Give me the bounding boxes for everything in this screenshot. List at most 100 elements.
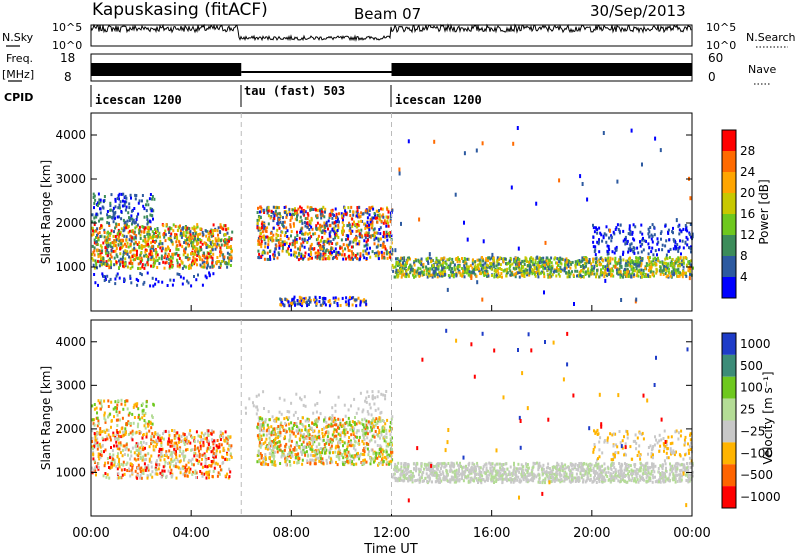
data-cell: [644, 267, 647, 270]
data-cell: [310, 242, 313, 246]
data-cell: [93, 403, 96, 406]
data-cell: [348, 257, 351, 261]
data-cell: [111, 246, 114, 249]
data-cell: [127, 422, 130, 425]
data-cell: [219, 450, 222, 454]
data-cell: [187, 466, 190, 470]
data-cell: [479, 264, 482, 268]
data-cell: [352, 296, 355, 300]
data-cell: [147, 231, 150, 235]
data-cell: [631, 271, 634, 275]
data-cell: [465, 265, 468, 269]
data-cell: [642, 271, 645, 275]
data-cell: [622, 252, 624, 256]
data-cell: [196, 254, 199, 257]
data-cell: [136, 473, 139, 477]
data-cell: [123, 430, 126, 434]
data-cell: [121, 448, 124, 452]
data-cell: [185, 468, 188, 472]
data-cell: [281, 450, 284, 454]
data-cell: [553, 269, 556, 273]
data-cell: [258, 218, 261, 222]
data-cell: [354, 254, 357, 257]
data-cell: [513, 273, 516, 277]
data-cell: [185, 265, 188, 269]
data-cell: [348, 221, 350, 225]
data-cell: [116, 447, 119, 451]
data-cell: [323, 254, 326, 257]
data-cell: [318, 429, 321, 433]
data-cell: [342, 214, 345, 218]
data-cell: [456, 258, 459, 262]
data-cell: [463, 268, 466, 272]
data-cell: [537, 272, 539, 276]
data-cell: [362, 448, 365, 452]
data-cell: [341, 214, 344, 218]
data-cell: [280, 298, 282, 302]
data-cell: [106, 210, 109, 213]
data-cell: [151, 276, 154, 280]
data-cell: [631, 267, 634, 271]
data-cell: [333, 249, 336, 253]
data-cell: [389, 251, 392, 255]
data-cell: [600, 270, 603, 274]
data-cell: [292, 239, 295, 243]
data-cell: [325, 425, 328, 429]
data-cell: [143, 462, 146, 466]
data-cell: [273, 217, 276, 221]
data-cell: [592, 260, 595, 264]
data-cell: [514, 259, 517, 263]
data-cell: [292, 253, 295, 257]
data-cell: [266, 206, 269, 210]
data-cell: [629, 246, 632, 250]
data-cell: [388, 234, 391, 238]
data-cell: [293, 224, 295, 228]
data-cell: [294, 209, 296, 213]
data-cell: [205, 242, 207, 246]
data-cell: [125, 205, 128, 209]
data-cell: [586, 270, 589, 274]
data-cell: [646, 264, 649, 267]
data-cell: [267, 243, 270, 247]
data-cell: [327, 255, 330, 259]
data-cell: [93, 238, 96, 242]
data-cell: [170, 474, 173, 477]
data-cell: [629, 264, 632, 268]
data-cell: [175, 462, 177, 466]
data-cell: [171, 429, 173, 432]
data-cell: [115, 465, 118, 469]
data-cell: [315, 238, 318, 242]
data-cell: [122, 244, 125, 248]
data-cell: [189, 467, 192, 471]
data-cell: [583, 261, 586, 265]
data-cell: [191, 226, 194, 230]
data-cell: [289, 444, 292, 448]
data-cell: [170, 441, 173, 444]
data-cell: [119, 443, 122, 447]
data-cell: [306, 304, 309, 308]
data-cell: [98, 264, 101, 268]
data-cell: [210, 231, 213, 235]
data-cell: [140, 256, 143, 260]
data-cell: [307, 223, 310, 227]
data-cell: [320, 238, 323, 242]
data-cell: [608, 236, 610, 240]
data-cell: [546, 272, 549, 276]
data-cell: [94, 281, 97, 285]
cpid-segment-1: icescan 1200: [95, 93, 182, 107]
data-cell: [279, 241, 282, 245]
data-cell: [688, 276, 691, 281]
data-cell: [615, 248, 618, 252]
data-cell: [430, 257, 433, 261]
y-tick-label: 2000: [55, 216, 86, 230]
data-cell: [259, 426, 262, 430]
data-cell: [363, 298, 366, 302]
data-cell: [269, 257, 272, 261]
data-cell: [264, 440, 267, 444]
data-cell: [98, 198, 101, 202]
data-cell: [339, 252, 341, 256]
data-cell: [652, 257, 655, 261]
data-cell: [557, 268, 560, 272]
data-cell: [277, 241, 280, 245]
data-cell: [493, 272, 496, 276]
